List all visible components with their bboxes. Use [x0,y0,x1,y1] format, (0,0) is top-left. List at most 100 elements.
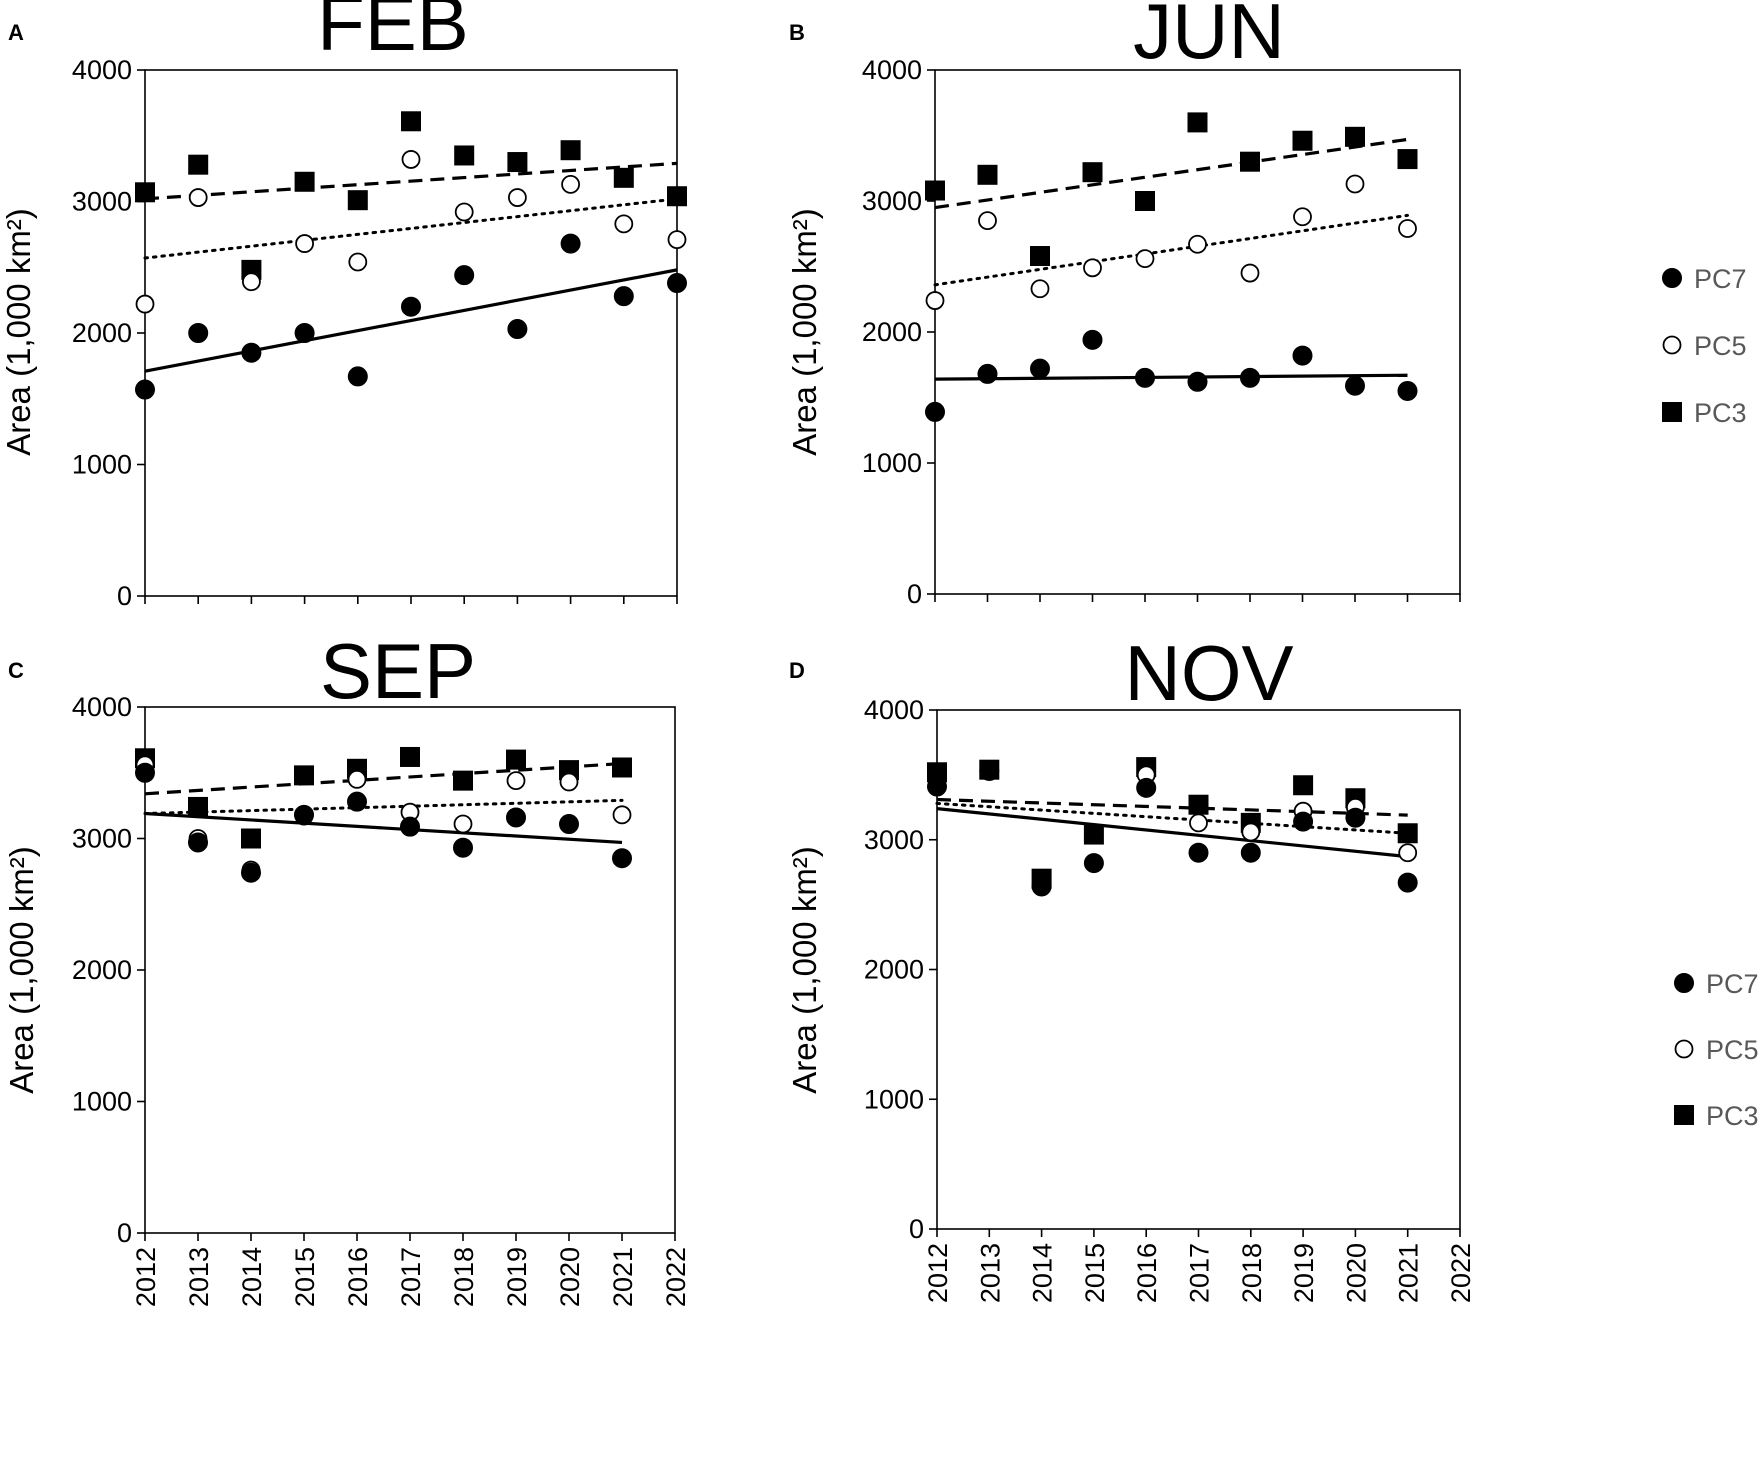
legend-marker-pc3 [1662,402,1682,422]
x-tick-label: 2020 [555,1247,585,1307]
x-tick-label: 2022 [661,1247,691,1307]
point-pc5 [1189,813,1208,833]
point-pc7 [401,296,421,317]
y-tick-label: 0 [909,1214,924,1244]
y-axis-label: Area (1,000 km²) [3,846,40,1094]
point-pc5 [612,805,632,825]
trendline-pc3 [936,797,1408,817]
y-tick-label: 4000 [862,55,922,85]
trendline-pc7 [936,807,1408,859]
point-pc7 [507,319,528,340]
point-pc5 [401,150,421,169]
point-pc5 [348,252,368,272]
chart-title: FEB [317,0,469,67]
point-pc5 [347,769,367,789]
x-tick-label: 2018 [449,1247,479,1307]
x-tick-label: 2019 [1289,1243,1319,1303]
trendline-pc3 [934,137,1408,210]
y-tick-label: 4000 [864,695,924,725]
point-pc5 [559,772,579,792]
point-pc7 [977,363,998,384]
point-pc5 [453,814,473,834]
point-pc3 [667,186,687,207]
point-pc3 [1187,112,1208,133]
point-pc3 [612,757,632,778]
point-pc5 [508,188,527,207]
chart-title: NOV [1124,629,1293,717]
point-pc3 [1397,823,1418,844]
point-pc5 [1135,249,1155,269]
trendline-pc3 [144,161,678,201]
point-pc3 [1188,794,1209,815]
x-tick-label: 2015 [1080,1243,1110,1303]
y-tick-label: 2000 [864,955,924,985]
point-pc7 [1136,777,1157,798]
legend-marker-pc7 [1662,268,1682,288]
point-pc7 [613,286,634,307]
point-pc7 [1345,375,1365,396]
y-tick-label: 1000 [72,1087,132,1117]
panel-d: D NOV Area (1,000 km²) 0 1000 2000 3000 4000 201… [786,629,1759,1303]
point-pc7 [188,323,209,343]
y-tick-label: 2000 [862,317,922,347]
point-pc5 [1345,174,1365,194]
y-tick-label: 3000 [72,187,132,217]
x-tick-label: 2019 [502,1247,532,1307]
y-tick-label: 0 [117,581,132,611]
panel-letter: A [8,20,24,45]
y-tick-label: 1000 [864,1084,924,1114]
x-tick-label: 2012 [923,1243,953,1303]
trendline-pc5 [143,197,679,260]
trendline-pc5 [143,798,624,816]
point-pc7 [1397,380,1418,401]
x-tick-label: 2013 [975,1243,1005,1303]
point-pc3 [1345,126,1365,147]
plot-frame [144,706,676,1234]
point-pc7 [454,265,475,286]
point-pc3 [188,796,208,817]
y-axis-label: Area (1,000 km²) [786,846,823,1094]
point-pc5 [295,234,315,253]
x-tick-label: 2014 [237,1247,267,1307]
x-tick-label: 2021 [608,1247,638,1307]
panel-letter: D [789,658,805,683]
point-pc7 [1293,811,1314,832]
trendline-pc7 [934,373,1408,381]
chart-title: SEP [320,627,476,715]
point-pc5 [561,175,580,194]
y-tick-label: 4000 [72,55,132,85]
point-pc3 [560,140,581,161]
point-pc7 [1030,358,1050,379]
point-pc7 [925,401,945,422]
point-pc5 [1241,822,1261,842]
point-pc7 [1187,371,1208,392]
point-pc5 [1030,279,1050,299]
point-pc3 [294,765,314,786]
point-pc7 [347,791,367,812]
chart-title: JUN [1133,0,1285,75]
panel-b: B JUN Area (1,000 km²) 0 1000 2000 3000 4000 PC7… [786,0,1747,609]
point-pc3 [1082,162,1103,183]
x-tick-label: 2018 [1237,1243,1267,1303]
legend-label-pc7: PC7 [1694,264,1747,294]
point-pc7 [1240,367,1260,388]
trendline-pc7 [144,268,678,373]
point-pc5 [454,202,474,222]
point-pc3 [613,167,634,188]
point-pc5 [241,272,261,292]
x-tick-label: 2020 [1341,1243,1371,1303]
point-pc7 [241,342,262,363]
x-tick-label: 2012 [131,1247,161,1307]
point-pc3 [1083,824,1104,845]
point-pc5 [1398,219,1417,238]
panel-c: C SEP Area (1,000 km²) 0 1000 2000 3000 4000 201… [3,627,691,1307]
point-pc5 [188,188,208,207]
point-pc3 [401,111,421,132]
trendline-pc5 [935,801,1410,835]
y-tick-label: 2000 [72,318,132,348]
point-pc3 [454,145,475,166]
point-pc3 [1240,151,1260,172]
plot-frame [936,709,1461,1230]
x-tick-label: 2022 [1446,1243,1476,1303]
